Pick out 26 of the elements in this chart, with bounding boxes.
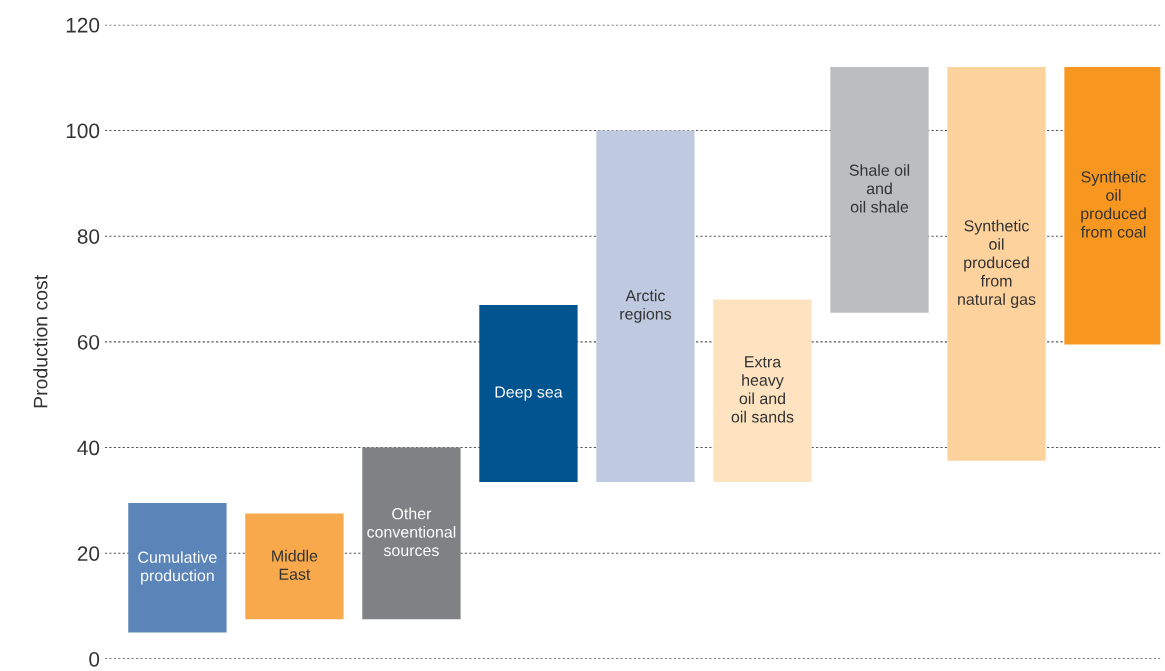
bar: [1064, 67, 1161, 345]
x-tick-label: Middle East: [272, 549, 318, 580]
y-tick-label: 40: [77, 440, 100, 456]
x-tick-label: Deep sea: [495, 386, 563, 401]
x-tick-label: Extra heavy oil and oil sands: [731, 356, 794, 423]
x-tick-label: Other conventional sources: [367, 507, 456, 557]
bar: [128, 503, 227, 633]
bar: [479, 304, 578, 482]
y-tick-label: 100: [66, 123, 100, 139]
x-tick-label: Synthetic oil produced from coal: [1080, 170, 1146, 238]
y-tick-label: 120: [66, 17, 100, 33]
x-tick-label: Cumulative production: [138, 551, 217, 585]
y-tick-label: 60: [77, 334, 100, 350]
bar: [245, 513, 344, 620]
bar: [713, 299, 812, 482]
bar: [830, 67, 929, 313]
x-tick-label: Synthetic oil produced from natural gas: [958, 219, 1036, 309]
y-tick-label: 20: [77, 546, 100, 561]
bar: [596, 130, 695, 482]
bar: [947, 67, 1046, 461]
y-axis-title: Production cost: [33, 275, 48, 408]
bar: [362, 447, 461, 620]
x-tick-label: Shale oil and oil shale: [849, 164, 910, 213]
y-tick-label: 80: [77, 229, 100, 244]
y-tick-label: 0: [89, 651, 100, 667]
x-tick-label: Arctic regions: [620, 289, 672, 323]
